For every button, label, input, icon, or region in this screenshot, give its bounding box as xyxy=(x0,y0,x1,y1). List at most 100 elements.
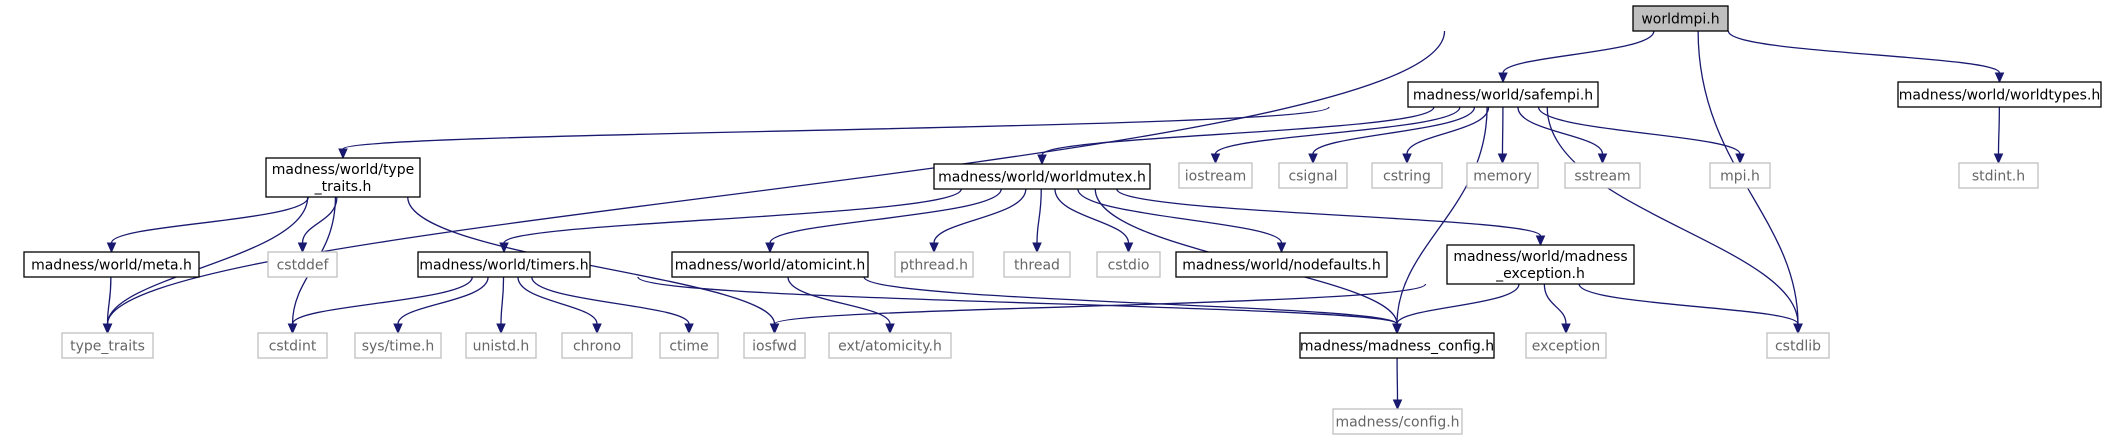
arrowhead-worldmutex-to-nodefaults xyxy=(1276,242,1287,254)
edge-safempi-to-cstdlib xyxy=(1546,106,1799,325)
arrowhead-worldmpi-to-worldtypes xyxy=(1994,72,2005,84)
node-label-memory: memory xyxy=(1473,169,1532,185)
arrowhead-madness_exc-to-cstdlib xyxy=(1793,323,1803,335)
node-label-meta: madness/world/meta.h xyxy=(31,258,192,274)
edge-worldmpi-to-worldtypes xyxy=(1727,30,2001,74)
edge-safempi-to-sstream xyxy=(1517,106,1604,155)
node-cstdint: cstdint xyxy=(257,332,328,359)
node-label-nodefaults: madness/world/nodefaults.h xyxy=(1182,258,1380,274)
node-thread: thread xyxy=(1003,251,1071,278)
node-box-nodefaults xyxy=(1175,251,1388,278)
node-type_traits_w[interactable]: madness/world/type_traits.h xyxy=(265,157,421,198)
edge-safempi-to-mpi xyxy=(1537,106,1741,155)
node-worldtypes[interactable]: madness/world/worldtypes.h xyxy=(1897,81,2102,108)
node-box-ctime xyxy=(659,332,719,359)
node-madness_exc[interactable]: madness/world/madness_exception.h xyxy=(1446,244,1635,285)
node-box-exception xyxy=(1525,332,1607,359)
node-label-ctime: ctime xyxy=(669,339,708,355)
node-exception: exception xyxy=(1525,332,1607,359)
arrowhead-safempi-to-csignal xyxy=(1308,153,1318,165)
edge-timers-to-systime xyxy=(397,276,489,325)
arrowhead-worldmutex-to-pthread xyxy=(929,242,939,254)
edge-safempi-to-cstring xyxy=(1406,106,1490,155)
node-label-unistd: unistd.h xyxy=(473,339,530,355)
edge-worldmpi-to-type_traits xyxy=(106,30,1446,325)
edge-safempi-to-iostream xyxy=(1214,106,1461,155)
edge-worldmpi-to-safempi xyxy=(1502,30,1655,74)
node-label-atomicint: madness/world/atomicint.h xyxy=(675,258,866,274)
node-box-mpi xyxy=(1709,162,1771,189)
node-box-worldtypes xyxy=(1897,81,2102,108)
node-memory: memory xyxy=(1466,162,1539,189)
node-madness_config[interactable]: madness/madness_config.h xyxy=(1299,332,1495,359)
arrowhead-worldmutex-to-cstdio xyxy=(1123,242,1134,254)
node-label-cstddef: cstddef xyxy=(277,258,330,274)
node-label-iostream: iostream xyxy=(1185,169,1247,185)
edge-worldmutex-to-madness_exc xyxy=(1116,188,1542,237)
node-label-cstdlib: cstdlib xyxy=(1775,339,1821,355)
edge-timers-to-unistd xyxy=(500,276,505,325)
node-box-chrono xyxy=(561,332,633,359)
edge-atomicint-to-atomicity xyxy=(787,276,891,325)
edge-safempi-to-type_traits_w xyxy=(342,106,1330,150)
node-box-systime xyxy=(354,332,442,359)
node-systime: sys/time.h xyxy=(354,332,442,359)
node-box-unistd xyxy=(465,332,537,359)
node-type_traits: type_traits xyxy=(61,332,154,359)
arrowhead-madness_config-to-config xyxy=(1392,399,1403,411)
edge-madness_exc-to-exception xyxy=(1543,283,1567,325)
node-box-meta xyxy=(23,251,200,278)
node-label-atomicity: ext/atomicity.h xyxy=(838,339,942,355)
edges-layer xyxy=(102,30,2005,411)
arrowhead-timers-to-systime xyxy=(393,323,403,335)
node-label-mpi: mpi.h xyxy=(1720,169,1760,185)
arrowhead-worldmutex-to-madness_exc xyxy=(1535,235,1546,247)
node-box-pthread xyxy=(894,251,974,278)
edge-madness_exc-to-cstdlib xyxy=(1578,283,1799,325)
node-box-atomicity xyxy=(828,332,952,359)
node-worldmutex[interactable]: madness/world/worldmutex.h xyxy=(933,163,1151,190)
node-pthread: pthread.h xyxy=(894,251,974,278)
edge-timers-to-ctime xyxy=(531,276,690,325)
node-label-systime: sys/time.h xyxy=(362,339,435,355)
node-csignal: csignal xyxy=(1278,162,1348,189)
node-box-csignal xyxy=(1278,162,1348,189)
node-label-type_traits_w: _traits.h xyxy=(314,179,372,195)
node-timers[interactable]: madness/world/timers.h xyxy=(417,251,591,278)
node-safempi[interactable]: madness/world/safempi.h xyxy=(1407,81,1599,108)
arrowhead-worldmutex-to-timers xyxy=(499,242,509,254)
node-box-stdint xyxy=(1958,162,2039,189)
node-atomicity: ext/atomicity.h xyxy=(828,332,952,359)
node-worldmpi[interactable]: worldmpi.h xyxy=(1632,5,1729,32)
arrowhead-atomicint-to-atomicity xyxy=(885,323,895,335)
node-label-type_traits: type_traits xyxy=(70,339,145,355)
arrowhead-timers-to-ctime xyxy=(684,323,694,335)
edge-worldmutex-to-cstdio xyxy=(1054,188,1130,244)
node-label-config: madness/config.h xyxy=(1335,415,1459,431)
node-label-cstdint: cstdint xyxy=(269,339,317,355)
arrowhead-safempi-to-iostream xyxy=(1210,153,1221,165)
node-nodefaults[interactable]: madness/world/nodefaults.h xyxy=(1175,251,1388,278)
edge-type_traits_w-to-cstddef xyxy=(301,196,338,244)
edge-worldmutex-to-nodefaults xyxy=(1077,188,1283,244)
node-ctime: ctime xyxy=(659,332,719,359)
arrowhead-timers-to-cstdint xyxy=(287,323,298,335)
arrowhead-worldtypes-to-stdint xyxy=(1993,153,2004,165)
arrowhead-safempi-to-memory xyxy=(1497,153,1508,165)
edge-timers-to-chrono xyxy=(517,276,598,325)
edge-worldmutex-to-pthread xyxy=(933,188,1027,244)
node-label-safempi: madness/world/safempi.h xyxy=(1413,88,1593,104)
edge-safempi-to-worldmutex xyxy=(1041,106,1435,156)
arrowhead-safempi-to-cstring xyxy=(1402,153,1412,165)
arrowhead-worldmutex-to-atomicint xyxy=(765,242,775,254)
node-meta[interactable]: madness/world/meta.h xyxy=(23,251,200,278)
arrowhead-timers-to-unistd xyxy=(496,323,506,335)
node-label-madness_exc: _exception.h xyxy=(1495,266,1585,282)
node-label-exception: exception xyxy=(1532,339,1600,355)
node-label-worldtypes: madness/world/worldtypes.h xyxy=(1899,88,2101,104)
node-atomicint[interactable]: madness/world/atomicint.h xyxy=(671,251,869,278)
node-label-worldmutex: madness/world/worldmutex.h xyxy=(938,170,1146,186)
node-cstdio: cstdio xyxy=(1096,251,1161,278)
edge-type_traits_w-to-type_traits xyxy=(106,196,309,325)
node-box-iosfwd xyxy=(743,332,806,359)
